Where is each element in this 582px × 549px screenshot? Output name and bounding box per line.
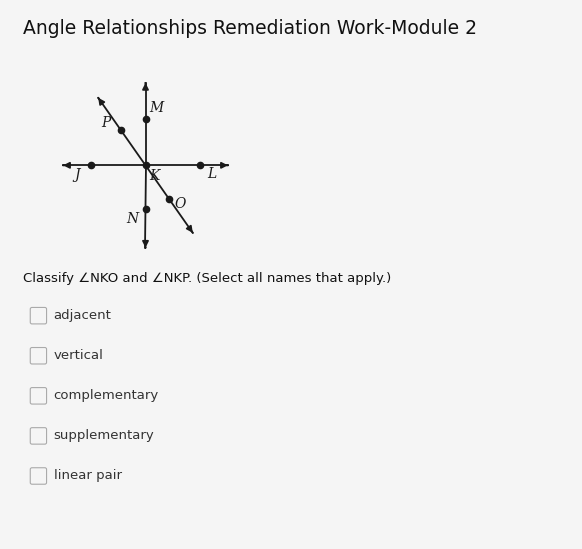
- Text: supplementary: supplementary: [54, 429, 154, 442]
- Text: adjacent: adjacent: [54, 309, 111, 322]
- Text: complementary: complementary: [54, 389, 159, 402]
- Text: M: M: [150, 102, 164, 115]
- Text: linear pair: linear pair: [54, 469, 122, 483]
- Text: K: K: [149, 169, 159, 183]
- Text: vertical: vertical: [54, 349, 104, 362]
- Text: Angle Relationships Remediation Work-Module 2: Angle Relationships Remediation Work-Mod…: [23, 19, 477, 38]
- Text: P: P: [102, 116, 111, 130]
- Text: Classify ∠NKO and ∠NKP. (Select all names that apply.): Classify ∠NKO and ∠NKP. (Select all name…: [23, 272, 392, 285]
- Text: L: L: [207, 167, 216, 181]
- Text: N: N: [126, 212, 138, 226]
- Text: J: J: [74, 168, 80, 182]
- Text: O: O: [175, 197, 186, 211]
